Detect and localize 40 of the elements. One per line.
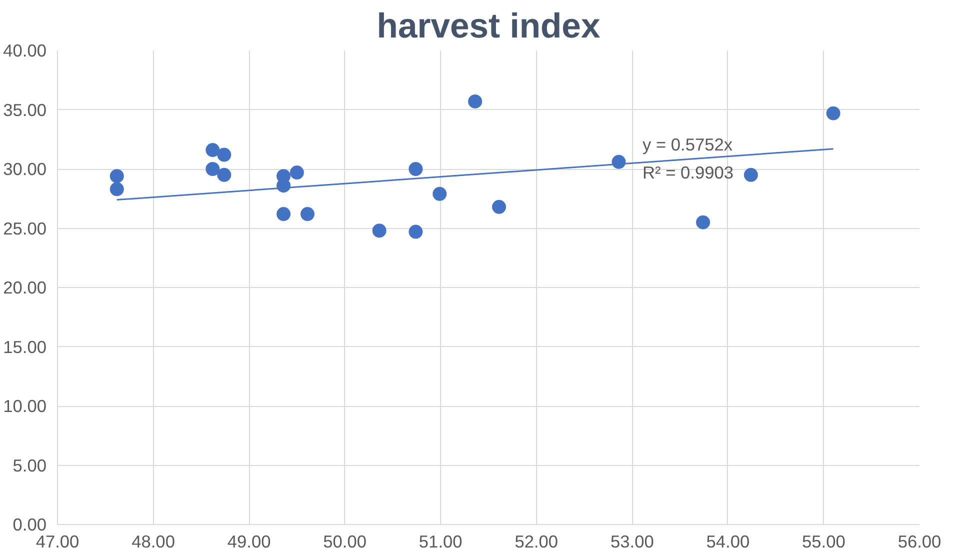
- x-tick-label: 51.00: [418, 532, 462, 550]
- point: [468, 94, 482, 108]
- point: [110, 182, 124, 196]
- y-tick-label: 35.00: [3, 100, 47, 120]
- annotation: R² = 0.9903: [642, 162, 734, 182]
- y-tick-label: 20.00: [3, 278, 47, 298]
- y-tick-label: 40.00: [3, 40, 47, 60]
- y-tick-label: 5.00: [12, 455, 47, 476]
- point: [432, 186, 447, 201]
- point: [408, 162, 423, 176]
- point: [206, 143, 220, 158]
- point: [290, 166, 304, 180]
- point: [217, 168, 232, 182]
- y-tick-label: 30.00: [3, 159, 47, 179]
- x-tick-label: 52.00: [514, 532, 558, 550]
- point: [826, 106, 840, 120]
- x-tick-label: 54.00: [706, 532, 750, 550]
- point: [276, 207, 291, 222]
- point: [492, 200, 506, 214]
- x-tick-label: 50.00: [323, 532, 367, 550]
- annotation: y = 0.5752x: [642, 134, 733, 154]
- point: [696, 215, 710, 230]
- chart-title: harvest index: [376, 8, 601, 46]
- x-tick-label: 49.00: [227, 532, 271, 550]
- y-tick-label: 10.00: [3, 396, 47, 416]
- point: [206, 162, 220, 176]
- y-tick-label: 25.00: [3, 218, 47, 238]
- point: [372, 224, 386, 238]
- x-tick-label: 53.00: [610, 532, 654, 550]
- point: [300, 207, 314, 222]
- y-tick-label: 0.00: [12, 514, 47, 534]
- y-tick-label: 15.00: [3, 336, 47, 357]
- x-tick-label: 56.00: [898, 532, 942, 550]
- point: [408, 224, 423, 239]
- point: [110, 169, 124, 184]
- point: [744, 168, 758, 182]
- x-tick-label: 47.00: [36, 532, 80, 550]
- x-tick-label: 48.00: [132, 532, 175, 550]
- x-tick-label: 55.00: [802, 532, 846, 550]
- point: [217, 148, 232, 162]
